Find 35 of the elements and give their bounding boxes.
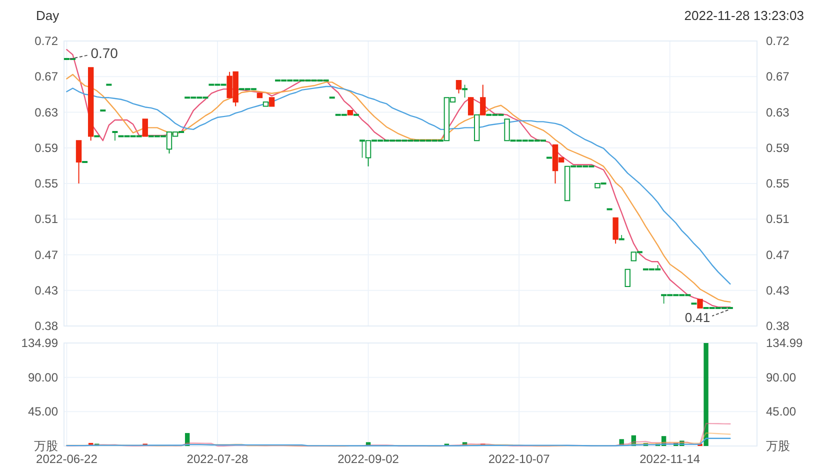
y2-tick-label: 45.00 [766,404,796,419]
y-tick-label: 0.51 [34,212,58,226]
y-tick-label: 0.59 [34,140,58,155]
y-tick-label: 0.38 [34,319,58,333]
y2-tick-label: 0.43 [766,283,790,298]
y-tick-label: 45.00 [28,404,58,419]
y2-tick-label: 0.72 [766,34,790,48]
y2-tick-label: 0.55 [766,176,790,190]
y2-tick-label: 0.59 [766,140,790,155]
y2-tick-label: 0.51 [766,212,790,226]
y-tick-label: 0.63 [34,105,58,120]
y2-tick-label: 0.38 [766,319,790,333]
annotation: 0.70 [90,45,118,62]
text: 2022-11-28 13:23:03 [684,8,804,23]
y-tick-label: 0.67 [34,70,58,84]
x-tick-label: 2022-06-22 [36,452,98,466]
x-tick-label: 2022-07-28 [186,452,249,466]
y-tick-label: 0.43 [34,283,58,298]
y-tick-label: 90.00 [28,370,58,384]
y2-tick-label: 90.00 [766,370,796,384]
y2-tick-label: 0.47 [766,248,790,262]
y2-tick-label: 0.63 [766,105,790,120]
y-tick-label: 0.55 [34,176,58,190]
x-tick-label: 2022-10-07 [488,452,550,466]
chart-title: Day [36,8,60,23]
y-tick-label: 0.72 [34,34,58,48]
y-tick-label: 0.47 [34,248,58,262]
y2-tick-label: 万股 [766,439,790,453]
y-tick-label: 134.99 [21,336,58,350]
x-tick-label: 2022-11-14 [640,452,700,466]
y2-tick-label: 0.67 [766,70,790,84]
y-tick-label: 万股 [34,439,58,453]
x-tick-label: 2022-09-02 [338,452,400,466]
y2-tick-label: 134.99 [766,336,804,350]
annotation: 0.41 [684,310,710,325]
